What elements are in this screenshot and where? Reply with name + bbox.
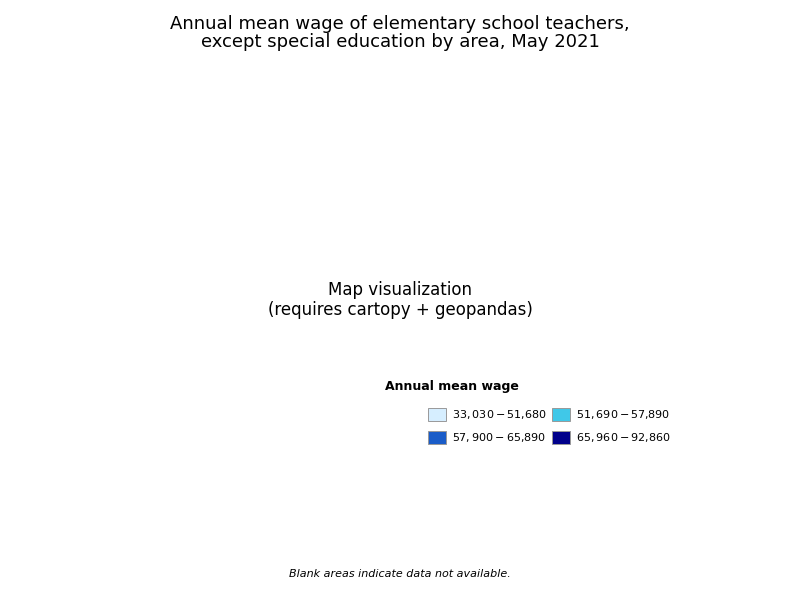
Text: $33,030 - $51,680: $33,030 - $51,680 bbox=[452, 408, 547, 421]
Text: Annual mean wage of elementary school teachers,: Annual mean wage of elementary school te… bbox=[170, 15, 630, 33]
Text: Map visualization
(requires cartopy + geopandas): Map visualization (requires cartopy + ge… bbox=[267, 281, 533, 319]
Text: $65,960 - $92,860: $65,960 - $92,860 bbox=[576, 431, 670, 444]
Text: except special education by area, May 2021: except special education by area, May 20… bbox=[201, 33, 599, 51]
Text: Blank areas indicate data not available.: Blank areas indicate data not available. bbox=[289, 569, 511, 579]
Text: $51,690 - $57,890: $51,690 - $57,890 bbox=[576, 408, 670, 421]
Text: $57,900 - $65,890: $57,900 - $65,890 bbox=[452, 431, 546, 444]
Text: Annual mean wage: Annual mean wage bbox=[385, 380, 519, 393]
